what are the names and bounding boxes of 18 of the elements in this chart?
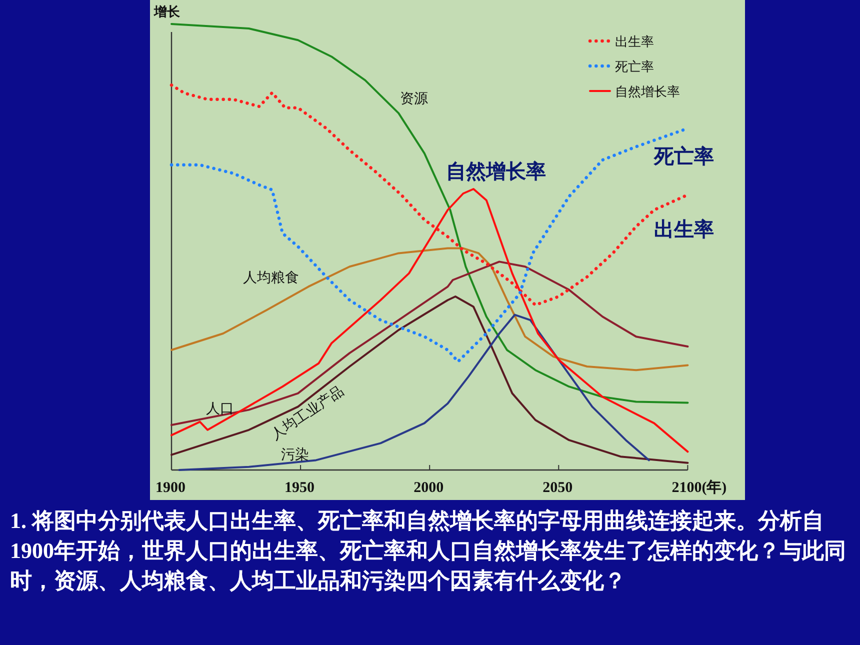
x-tick-label: 2100(年) — [672, 479, 727, 496]
x-tick-label: 1900 — [156, 480, 186, 496]
y-axis-title: 增长 — [153, 5, 181, 20]
legend-label: 死亡率 — [615, 59, 654, 75]
series-label: 人口 — [206, 401, 234, 417]
series-label: 资源 — [400, 91, 428, 107]
text: 人均工业产品 — [268, 383, 347, 444]
text: 出生率 — [654, 217, 714, 241]
series-label: 污染 — [281, 447, 309, 463]
text: 1. 将图中分别代表人口出生率、死亡率和自然增长率的字母用曲线连接起来。分析自1900年开始，世界人口的出生率、死亡率和人口自然增长率发生了怎样的变化？与此同时，资源、人均粮食、人均工业品和污染四个因素有什么变化？ — [10, 507, 847, 595]
series-label: 人均粮食 — [243, 270, 299, 286]
text: 死亡率 — [654, 144, 714, 168]
x-tick-label: 2000 — [414, 480, 444, 496]
x-tick-label: 2050 — [542, 480, 573, 496]
x-tick-label: 1950 — [284, 480, 315, 496]
text: 自然增长率 — [446, 159, 546, 183]
legend-label: 自然增长率 — [615, 84, 680, 100]
legend-label: 出生率 — [615, 34, 654, 50]
